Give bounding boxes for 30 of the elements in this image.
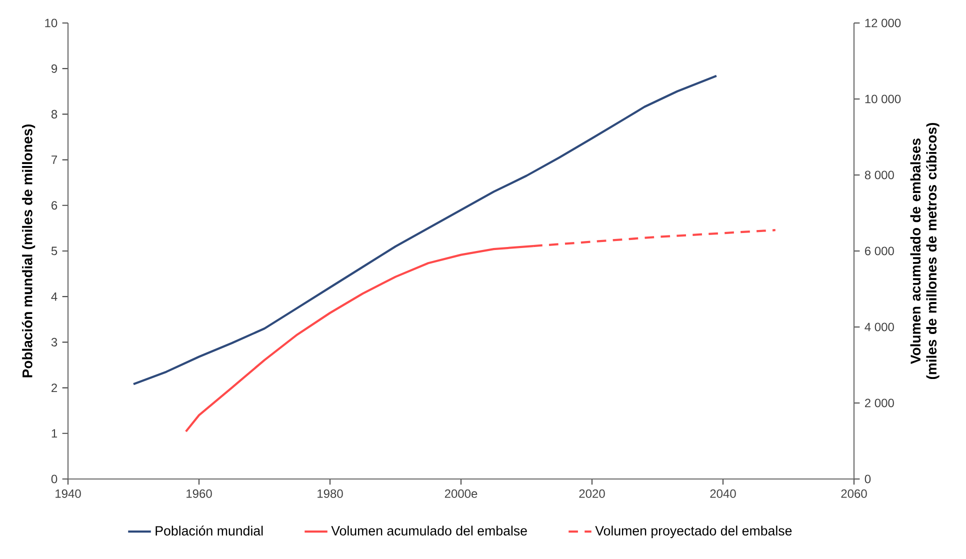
- y-tick-label: 10: [45, 18, 58, 28]
- legend-label: Volumen acumulado del embalse: [331, 526, 527, 536]
- y-tick-label: 2: [52, 384, 57, 392]
- x-tick-label: 2040: [710, 489, 736, 498]
- x-tick-label: 2020: [579, 489, 605, 498]
- x-tick-label: 1940: [56, 489, 81, 498]
- y2-tick-label: 6 000: [865, 246, 894, 256]
- y-tick-label: 9: [52, 64, 58, 73]
- y-tick-label: 3: [51, 338, 58, 346]
- x-tick-label: 1960: [186, 489, 212, 498]
- y2-tick-label: 2 000: [865, 398, 894, 408]
- y2-tick-label: 0: [864, 474, 871, 484]
- y-tick-label: 6: [52, 201, 58, 210]
- legend-label: Volumen proyectado del embalse: [595, 526, 792, 538]
- y2-tick-label: 4 000: [864, 322, 894, 332]
- x-tick-label: 2060: [841, 489, 867, 498]
- y-tick-label: 4: [51, 292, 58, 301]
- y-tick-label: 7: [52, 156, 57, 164]
- y2-tick-label: 12 000: [865, 18, 901, 28]
- x-tick-label: 2000e: [444, 489, 478, 498]
- legend-label: Población mundial: [156, 526, 263, 536]
- y2-tick-label: 8 000: [864, 170, 894, 180]
- y-tick-label: 5: [51, 246, 58, 256]
- y2-tick-label: 10 000: [865, 94, 901, 104]
- y2-axis-title: Volumen acumulado de embalses (miles de millones de metros cúbicos): [910, 122, 940, 380]
- y-tick-label: 0: [51, 474, 58, 484]
- y-axis-title: Población mundial (miles de millones): [22, 124, 36, 378]
- y-tick-label: 8: [51, 110, 58, 118]
- y-tick-label: 1: [52, 429, 58, 438]
- x-tick-label: 1980: [318, 489, 343, 498]
